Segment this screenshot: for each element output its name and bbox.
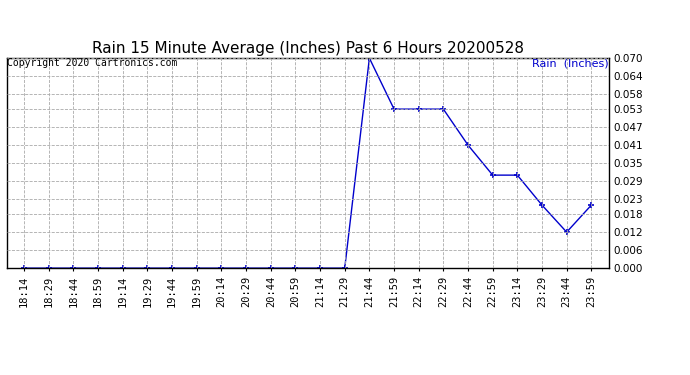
Title: Rain 15 Minute Average (Inches) Past 6 Hours 20200528: Rain 15 Minute Average (Inches) Past 6 H… xyxy=(92,40,524,56)
Text: Copyright 2020 Cartronics.com: Copyright 2020 Cartronics.com xyxy=(7,58,177,68)
Text: Rain  (Inches): Rain (Inches) xyxy=(532,58,609,68)
